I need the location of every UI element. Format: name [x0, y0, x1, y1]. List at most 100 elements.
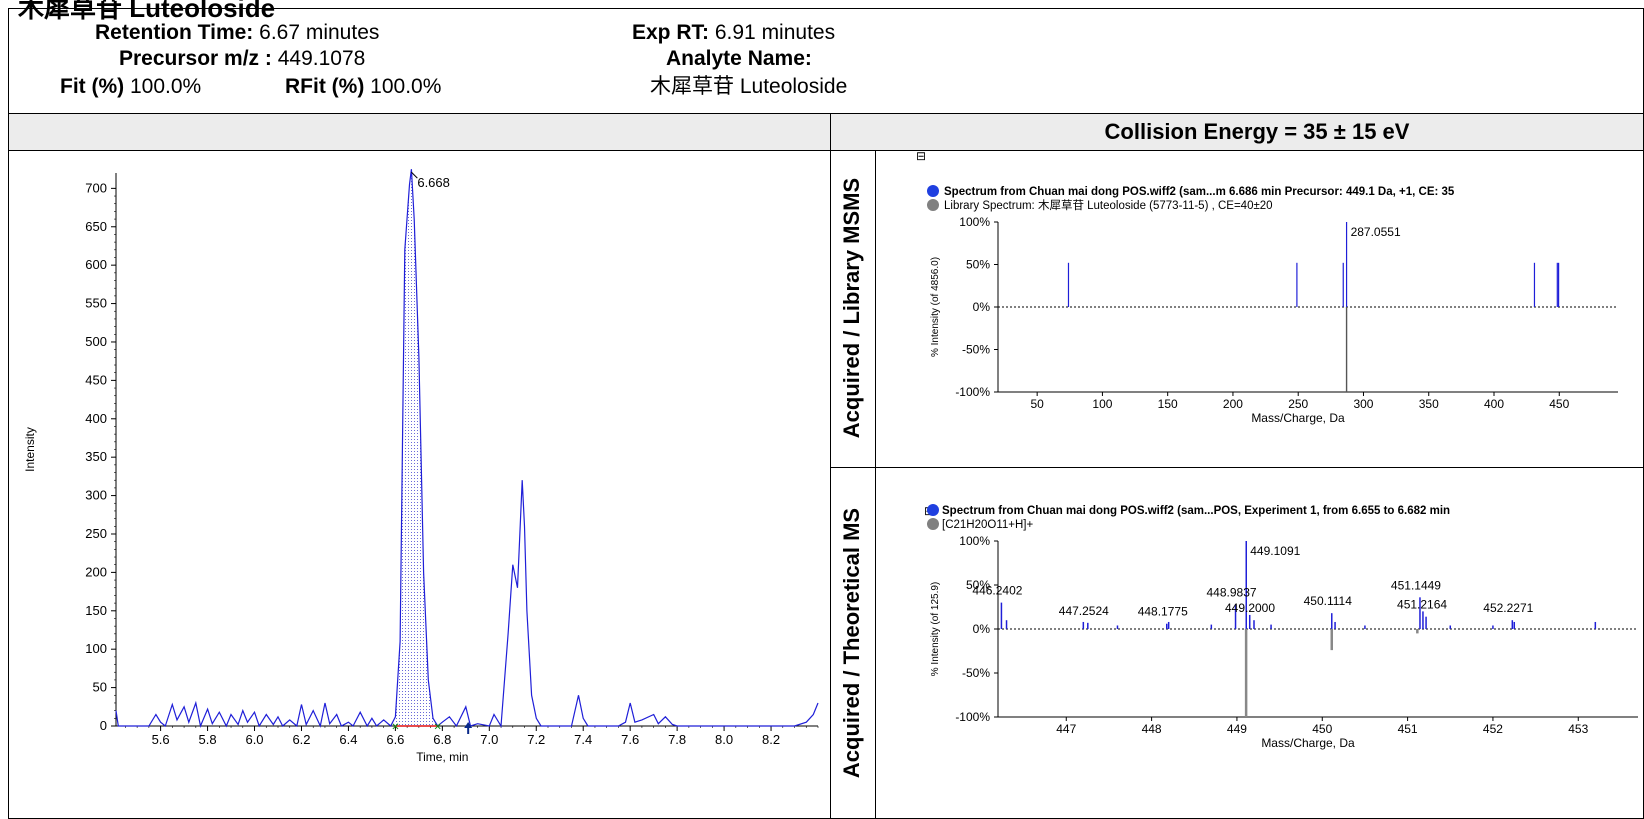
rfit-line: RFit (%) 100.0% — [285, 75, 441, 99]
analyte-label: Analyte Name: — [666, 47, 812, 70]
x-tick-label: 7.0 — [480, 732, 498, 747]
chromatogram-x-axis-label: Time, min — [416, 750, 468, 764]
y-tick-label: 100% — [959, 215, 990, 229]
exp-rt-arrow-icon — [464, 722, 473, 734]
divider-ce — [8, 150, 1644, 151]
y-tick-label: 700 — [85, 180, 107, 195]
integration-marker-icon: ✕ — [391, 722, 399, 733]
y-tick-label: 200 — [85, 564, 107, 579]
retention-time-line: Retention Time: 6.67 minutes — [95, 21, 379, 45]
y-tick-label: 350 — [85, 449, 107, 464]
legend-theoretical-text: [C21H20O11+H]+ — [942, 519, 1033, 531]
x-tick-label: 5.8 — [199, 732, 217, 747]
x-tick-label: 6.8 — [433, 732, 451, 747]
legend-acquired-text: Spectrum from Chuan mai dong POS.wiff2 (… — [944, 186, 1455, 198]
ms-y-axis-label: % Intensity (of 125.9) — [930, 582, 941, 677]
divider-side-label — [875, 150, 876, 819]
x-tick-label: 6.4 — [339, 732, 357, 747]
y-tick-label: 150 — [85, 603, 107, 618]
collision-energy-band — [9, 114, 1643, 150]
peak-label: 449.2000 — [1225, 601, 1275, 615]
x-tick-label: 400 — [1484, 397, 1504, 411]
exp-rt-label: Exp RT: — [632, 21, 710, 44]
side-label-ms: Acquired / Theoretical MS — [839, 507, 864, 779]
integration-marker-icon: ✕ — [433, 722, 441, 733]
fit-value: 100.0% — [130, 75, 202, 98]
chromatogram-axes: 0 50 100 150 200 250 300 350 400 450 500 550 600 650 7… — [85, 173, 819, 747]
precursor-line: Precursor m/z : 449.1078 — [119, 47, 365, 71]
peak-label: 451.1449 — [1391, 578, 1441, 592]
y-tick-label: 400 — [85, 411, 107, 426]
precursor-label: Precursor m/z : — [119, 47, 272, 70]
y-tick-label: 450 — [85, 372, 107, 387]
x-tick-label: 7.2 — [527, 732, 545, 747]
y-tick-label: -50% — [962, 666, 990, 680]
peak-label: 451.2164 — [1397, 598, 1447, 612]
x-tick-label: 447 — [1056, 722, 1076, 736]
exp-rt-value: 6.91 minutes — [714, 21, 836, 44]
x-tick-label: 6.0 — [245, 732, 263, 747]
retention-time-value: 6.67 minutes — [259, 21, 380, 44]
page-title: 木犀草苷 Luteoloside — [18, 0, 276, 23]
y-tick-label: 50% — [966, 258, 990, 272]
chromatogram-chart: 0 50 100 150 200 250 300 350 400 450 500 550 600 650 7… — [23, 169, 819, 764]
x-tick-label: 449 — [1227, 722, 1247, 736]
rfit-label: RFit (%) — [285, 75, 365, 98]
x-tick-label: 8.0 — [715, 732, 733, 747]
side-label-msms: Acquired / Library MSMS — [839, 177, 864, 439]
retention-time-label: Retention Time: — [95, 21, 254, 44]
peak-label: 452.2271 — [1483, 601, 1533, 615]
msms-x-axis-label: Mass/Charge, Da — [1251, 411, 1345, 425]
legend-library-text: Library Spectrum: 木犀草苷 Luteoloside (5773… — [944, 198, 1273, 212]
x-tick-label: 7.6 — [621, 732, 639, 747]
chromatogram-peak-area — [395, 169, 438, 726]
divider-header — [8, 113, 1644, 114]
peak-label: 448.1775 — [1138, 605, 1188, 619]
x-tick-label: 50 — [1030, 397, 1044, 411]
fit-line: Fit (%) 100.0% — [60, 75, 201, 99]
x-tick-label: 250 — [1288, 397, 1308, 411]
divider-main — [830, 113, 831, 819]
x-tick-label: 100 — [1092, 397, 1112, 411]
chromatogram-y-axis-label: Intensity — [23, 427, 37, 472]
ms-spectrum-chart: ⊟ Spectrum from Chuan mai dong POS.wiff2… — [924, 504, 1638, 750]
msms-peaks: 287.0551 — [1067, 222, 1560, 392]
rt-markers: ✕ ✕ — [391, 171, 473, 734]
y-tick-label: 50% — [966, 578, 990, 592]
rfit-value: 100.0% — [370, 75, 442, 98]
x-tick-label: 7.4 — [574, 732, 592, 747]
legend-acquired-text: Spectrum from Chuan mai dong POS.wiff2 (… — [942, 505, 1450, 517]
y-tick-label: 250 — [85, 526, 107, 541]
peak-label: 450.1114 — [1304, 594, 1353, 608]
legend-library-swatch — [927, 199, 939, 211]
legend-acquired-swatch — [927, 185, 939, 197]
y-tick-label: 500 — [85, 334, 107, 349]
fit-label: Fit (%) — [60, 75, 125, 98]
legend-theoretical-swatch — [927, 518, 939, 530]
x-tick-label: 6.2 — [292, 732, 310, 747]
y-tick-label: -100% — [955, 710, 990, 724]
legend-collapse-icon[interactable]: ⊟ — [916, 151, 926, 163]
x-tick-label: 8.2 — [762, 732, 780, 747]
analyte-label-line: Analyte Name: — [666, 47, 812, 71]
msms-spectrum-chart: ⊟ Spectrum from Chuan mai dong POS.wiff2… — [916, 151, 1618, 425]
peak-label: 449.1091 — [1250, 544, 1300, 558]
peak-annotation-label: 6.668 — [417, 175, 450, 190]
y-tick-label: 0% — [973, 622, 991, 636]
x-tick-label: 200 — [1223, 397, 1243, 411]
x-tick-label: 450 — [1312, 722, 1332, 736]
ms-x-axis-label: Mass/Charge, Da — [1261, 736, 1355, 750]
x-tick-label: 7.8 — [668, 732, 686, 747]
ms-axes: 100% 50% 0% -50% -100% 447 448 449 450 451 452 453 — [955, 534, 1638, 736]
y-tick-label: 0 — [100, 718, 107, 733]
y-tick-label: 100% — [959, 534, 990, 548]
x-tick-label: 451 — [1398, 722, 1418, 736]
peak-label: 447.2524 — [1059, 604, 1109, 618]
chromatogram-trace — [115, 169, 819, 729]
y-tick-label: 300 — [85, 488, 107, 503]
y-tick-label: 550 — [85, 296, 107, 311]
y-tick-label: 650 — [85, 219, 107, 234]
legend-acquired-swatch — [927, 504, 939, 516]
y-tick-label: 600 — [85, 257, 107, 272]
x-tick-label: 150 — [1158, 397, 1178, 411]
